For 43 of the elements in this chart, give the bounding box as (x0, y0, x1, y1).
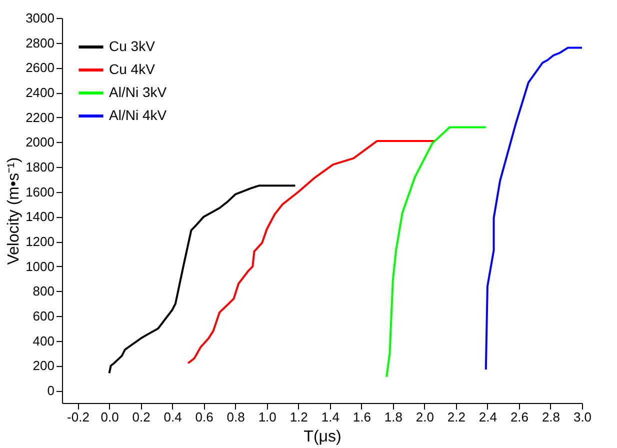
x-tick-label: 2.0 (416, 410, 434, 424)
y-tick-label: 800 (32, 284, 54, 299)
line-series (108, 184, 296, 374)
line-series (386, 126, 487, 378)
x-tick-label: 2.4 (478, 410, 497, 424)
y-tick-label: 1200 (26, 234, 54, 250)
x-tick-label: 1.4 (321, 410, 340, 424)
x-tick-label: 0.8 (226, 410, 245, 424)
y-tick-label: 2600 (26, 60, 54, 76)
x-tick-label: 2.6 (510, 410, 529, 424)
x-tick-label: 1.0 (258, 410, 276, 424)
y-tick-label: 2200 (26, 110, 54, 125)
x-tick-label: 2.2 (447, 410, 466, 424)
x-tick-label: 1.2 (290, 410, 308, 424)
x-tick-label: 1.6 (352, 410, 371, 424)
y-tick-label: 400 (32, 333, 54, 348)
x-tick-label: 0.0 (100, 410, 119, 424)
y-tick-label: 600 (32, 308, 54, 324)
x-tick-label: 0.2 (132, 410, 150, 424)
y-tick-label: 2000 (26, 134, 54, 150)
y-tick-label: 3000 (26, 10, 54, 26)
legend-label: Cu 4kV (109, 61, 156, 77)
y-tick-label: 0 (47, 383, 54, 398)
line-series (484, 46, 583, 370)
y-tick-label: 1800 (26, 160, 54, 175)
y-axis-title: Velocity (m•s⁻¹) (6, 157, 23, 265)
legend-label: Al/Ni 3kV (109, 84, 168, 100)
y-tick-label: 2800 (26, 35, 54, 50)
y-tick-label: 1600 (26, 184, 54, 200)
x-tick-label: 3.0 (573, 410, 592, 424)
y-tick-label: 2400 (26, 85, 54, 100)
y-tick-label: 1400 (26, 209, 54, 224)
y-tick-label: 200 (32, 358, 54, 374)
line-series (187, 140, 436, 364)
x-tick-label: 0.4 (164, 410, 182, 424)
x-tick-label: 0.6 (195, 410, 214, 424)
x-axis-title: T(μs) (304, 428, 342, 446)
legend-label: Al/Ni 4kV (109, 107, 168, 123)
x-tick-label: 1.8 (384, 410, 402, 424)
x-tick-label: 2.8 (542, 410, 560, 424)
y-tick-label: 1000 (26, 258, 54, 274)
x-tick-label: -0.2 (67, 410, 90, 424)
legend-label: Cu 3kV (109, 38, 156, 54)
